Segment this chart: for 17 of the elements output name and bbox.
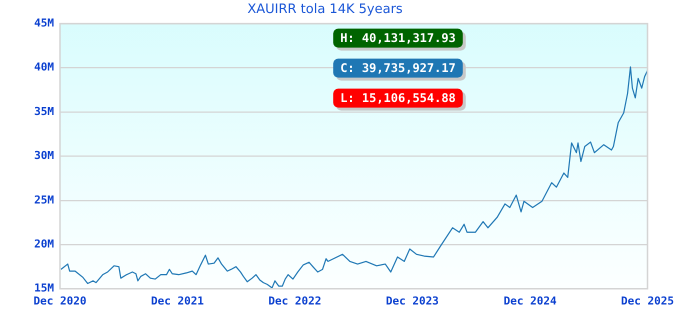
y-tick-label: 40M: [34, 60, 54, 74]
y-tick-label: 15M: [34, 282, 54, 295]
annotation: H: 40,131,317.93: [340, 31, 456, 46]
y-tick-label: 30M: [34, 149, 54, 162]
x-tick-label: Dec 2024: [504, 294, 557, 308]
x-tick-label: Dec 2022: [268, 294, 322, 308]
y-tick-label: 45M: [34, 16, 54, 30]
chart-title: XAUIRR tola 14K 5years: [247, 2, 403, 18]
x-tick-label: Dec 2023: [386, 294, 439, 308]
x-tick-label: Dec 2021: [150, 294, 204, 308]
y-tick-label: 20M: [34, 237, 54, 250]
y-tick-label: 25M: [34, 193, 54, 206]
x-tick-label: Dec 2020: [34, 294, 86, 308]
x-tick-label: Dec 2025: [621, 294, 674, 308]
y-tick-label: 35M: [34, 104, 54, 118]
annotation: L: 15,106,554.88: [340, 91, 456, 106]
annotation: C: 39,735,927.17: [340, 61, 456, 76]
